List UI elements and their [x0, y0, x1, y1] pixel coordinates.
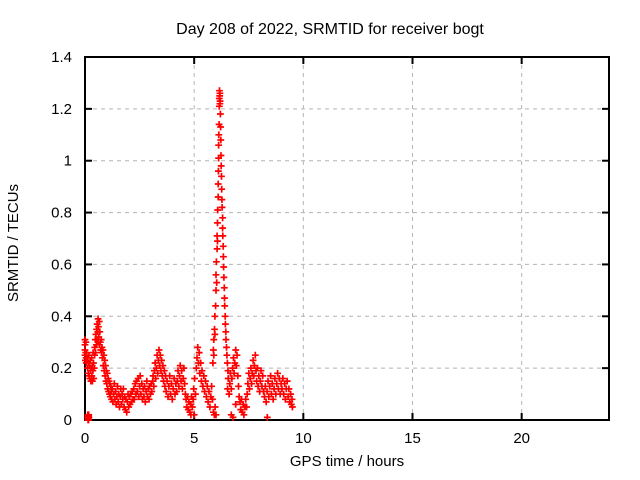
y-tick-label: 1.2	[51, 101, 72, 118]
x-tick-label: 20	[513, 430, 530, 447]
y-tick-label: 1.4	[51, 49, 72, 66]
x-tick-label: 15	[404, 430, 421, 447]
x-tick-label: 5	[190, 430, 198, 447]
origin-marker	[84, 413, 92, 421]
y-tick-label: 0.2	[51, 360, 72, 377]
chart-title: Day 208 of 2022, SRMTID for receiver bog…	[176, 21, 484, 38]
y-tick-label: 1	[64, 153, 72, 170]
plot-border	[84, 56, 610, 421]
y-tick-label: 0.6	[51, 256, 72, 273]
y-tick-label: 0.8	[51, 205, 72, 222]
x-tick-label: 0	[81, 430, 89, 447]
y-axis-label: SRMTID / TECUs	[5, 184, 22, 302]
data-points	[81, 87, 296, 424]
y-tick-label: 0	[64, 412, 72, 429]
x-axis-label: GPS time / hours	[290, 453, 404, 470]
x-tick-label: 10	[295, 430, 312, 447]
y-tick-label: 0.4	[51, 308, 72, 325]
plot-area: 0 5 10 15 20 0 0.2 0.4 0.6 0.8 1 1.2 1.4	[51, 49, 610, 447]
